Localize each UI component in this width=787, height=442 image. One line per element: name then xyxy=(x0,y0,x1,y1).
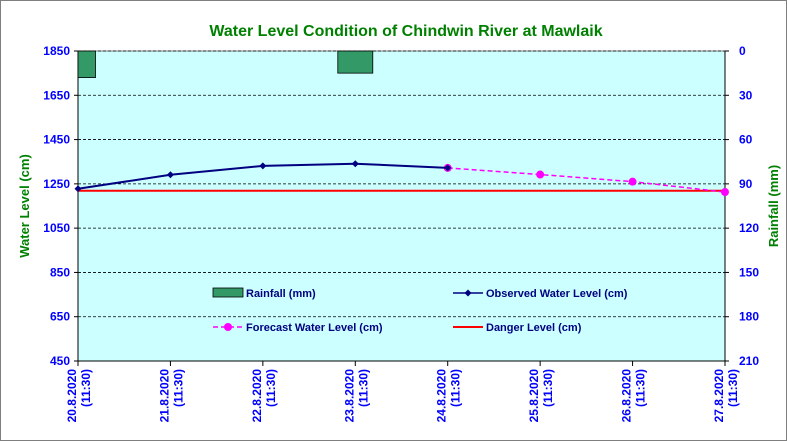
legend-label-1: Observed Water Level (cm) xyxy=(486,288,628,300)
y-tick-label-2: 1450 xyxy=(43,133,70,147)
legend-marker-1 xyxy=(464,289,472,297)
x-tick-time-0: (11:30) xyxy=(79,369,93,407)
plot-area xyxy=(77,50,726,362)
y2-tick-label-5: 150 xyxy=(739,265,759,279)
y-tick-label-5: 850 xyxy=(50,265,70,279)
rainfall-bar-0 xyxy=(77,50,96,78)
observed-point xyxy=(166,171,174,179)
x-tick-label-5: 25.8.2020 xyxy=(527,369,541,423)
y2-axis-title: Rainfall (mm) xyxy=(766,165,781,247)
legend-label-2: Forecast Water Level (cm) xyxy=(246,322,383,334)
y-tick-label-1: 1650 xyxy=(43,88,70,102)
rainfall-bar-3 xyxy=(337,50,374,74)
chart-title: Water Level Condition of Chindwin River … xyxy=(209,23,602,40)
y2-tick-label-2: 60 xyxy=(739,133,753,147)
x-tick-label-1: 21.8.2020 xyxy=(157,369,171,423)
y2-tick-label-4: 120 xyxy=(739,221,759,235)
y-tick-label-3: 1250 xyxy=(43,177,70,191)
y2-tick-label-6: 180 xyxy=(739,310,759,324)
observed-point xyxy=(74,185,82,193)
y-tick-label-6: 650 xyxy=(50,310,70,324)
y2-tick-label-3: 90 xyxy=(739,177,753,191)
x-tick-label-7: 27.8.2020 xyxy=(712,369,726,423)
forecast-point xyxy=(536,170,545,179)
forecast-point xyxy=(721,188,729,197)
y2-tick-label-7: 210 xyxy=(739,354,759,368)
x-tick-label-3: 23.8.2020 xyxy=(342,369,356,423)
legend-label-3: Danger Level (cm) xyxy=(486,322,582,334)
x-tick-label-6: 26.8.2020 xyxy=(620,369,634,423)
y2-tick-label-1: 30 xyxy=(739,88,753,102)
x-tick-time-1: (11:30) xyxy=(171,369,185,407)
legend-marker-2 xyxy=(224,323,232,331)
observed-point xyxy=(351,160,359,168)
y-axis-title: Water Level (cm) xyxy=(17,154,32,258)
x-tick-label-0: 20.8.2020 xyxy=(65,369,79,423)
forecast-point xyxy=(628,177,637,186)
x-tick-time-6: (11:30) xyxy=(634,369,648,407)
x-tick-label-4: 24.8.2020 xyxy=(435,369,449,423)
legend-label-0: Rainfall (mm) xyxy=(246,288,316,300)
x-tick-time-2: (11:30) xyxy=(264,369,278,407)
observed-point xyxy=(259,162,267,170)
legend-swatch-rainfall xyxy=(212,287,244,298)
y-tick-label-7: 450 xyxy=(50,354,70,368)
x-tick-time-3: (11:30) xyxy=(356,369,370,407)
x-tick-time-7: (11:30) xyxy=(726,369,740,407)
observed-point xyxy=(444,164,452,172)
x-tick-time-4: (11:30) xyxy=(449,369,463,407)
y2-tick-label-0: 0 xyxy=(739,44,746,58)
x-tick-time-5: (11:30) xyxy=(541,369,555,407)
y-tick-label-0: 1850 xyxy=(43,44,70,58)
x-tick-label-2: 22.8.2020 xyxy=(250,369,264,423)
y-tick-label-4: 1050 xyxy=(43,221,70,235)
forecast-line xyxy=(447,167,726,193)
